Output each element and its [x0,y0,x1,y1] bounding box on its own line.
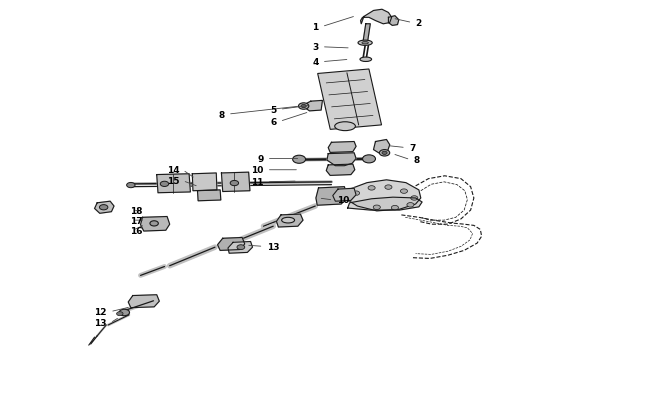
Text: 10: 10 [337,196,349,205]
Ellipse shape [298,104,309,110]
Ellipse shape [230,181,239,186]
Text: 18: 18 [129,206,142,215]
Polygon shape [218,238,245,251]
Text: 13: 13 [94,319,107,328]
Ellipse shape [352,192,359,196]
Ellipse shape [292,156,306,164]
Ellipse shape [335,122,356,131]
Ellipse shape [380,150,390,157]
Ellipse shape [99,205,108,210]
Polygon shape [333,189,356,202]
Text: 7: 7 [409,144,415,153]
Polygon shape [306,101,322,112]
Ellipse shape [391,206,398,210]
Text: 16: 16 [129,226,142,235]
Polygon shape [341,180,421,211]
Ellipse shape [150,221,159,226]
Text: 8: 8 [413,156,420,165]
Polygon shape [316,187,347,206]
Ellipse shape [400,190,408,194]
Ellipse shape [119,309,129,316]
Ellipse shape [363,156,376,164]
Text: 17: 17 [129,216,142,225]
Ellipse shape [127,183,135,188]
Text: 9: 9 [257,155,263,164]
Ellipse shape [301,105,306,109]
Polygon shape [374,140,390,153]
Text: 10: 10 [251,166,263,175]
Ellipse shape [368,186,375,191]
Ellipse shape [373,205,380,210]
Polygon shape [192,173,217,191]
Polygon shape [276,215,303,228]
Text: 15: 15 [167,177,179,185]
Polygon shape [140,217,170,232]
Ellipse shape [407,203,414,207]
Bar [318,70,382,130]
Ellipse shape [161,182,169,187]
Text: 6: 6 [270,117,276,126]
Polygon shape [361,10,392,25]
Polygon shape [327,153,356,166]
Text: 4: 4 [312,58,318,67]
Ellipse shape [281,218,294,224]
Polygon shape [363,25,370,42]
Ellipse shape [358,41,372,46]
Text: 2: 2 [415,19,422,28]
Polygon shape [128,295,159,308]
Ellipse shape [385,185,392,190]
Polygon shape [198,190,221,201]
Ellipse shape [362,43,369,45]
Polygon shape [95,202,114,214]
Polygon shape [389,17,399,26]
Polygon shape [222,173,250,192]
Polygon shape [326,165,355,176]
Ellipse shape [382,152,387,155]
Polygon shape [228,242,252,254]
Ellipse shape [360,58,372,62]
Ellipse shape [116,312,123,316]
Text: 14: 14 [167,166,179,175]
Text: 8: 8 [218,110,225,119]
Polygon shape [157,174,190,193]
Text: 12: 12 [94,307,107,316]
Text: 13: 13 [266,242,280,251]
Text: 11: 11 [251,178,263,187]
Polygon shape [348,198,422,211]
Text: 1: 1 [312,23,318,32]
Text: 3: 3 [312,43,318,52]
Ellipse shape [411,196,418,201]
Ellipse shape [237,245,245,250]
Text: 5: 5 [270,105,276,115]
Polygon shape [328,142,356,153]
